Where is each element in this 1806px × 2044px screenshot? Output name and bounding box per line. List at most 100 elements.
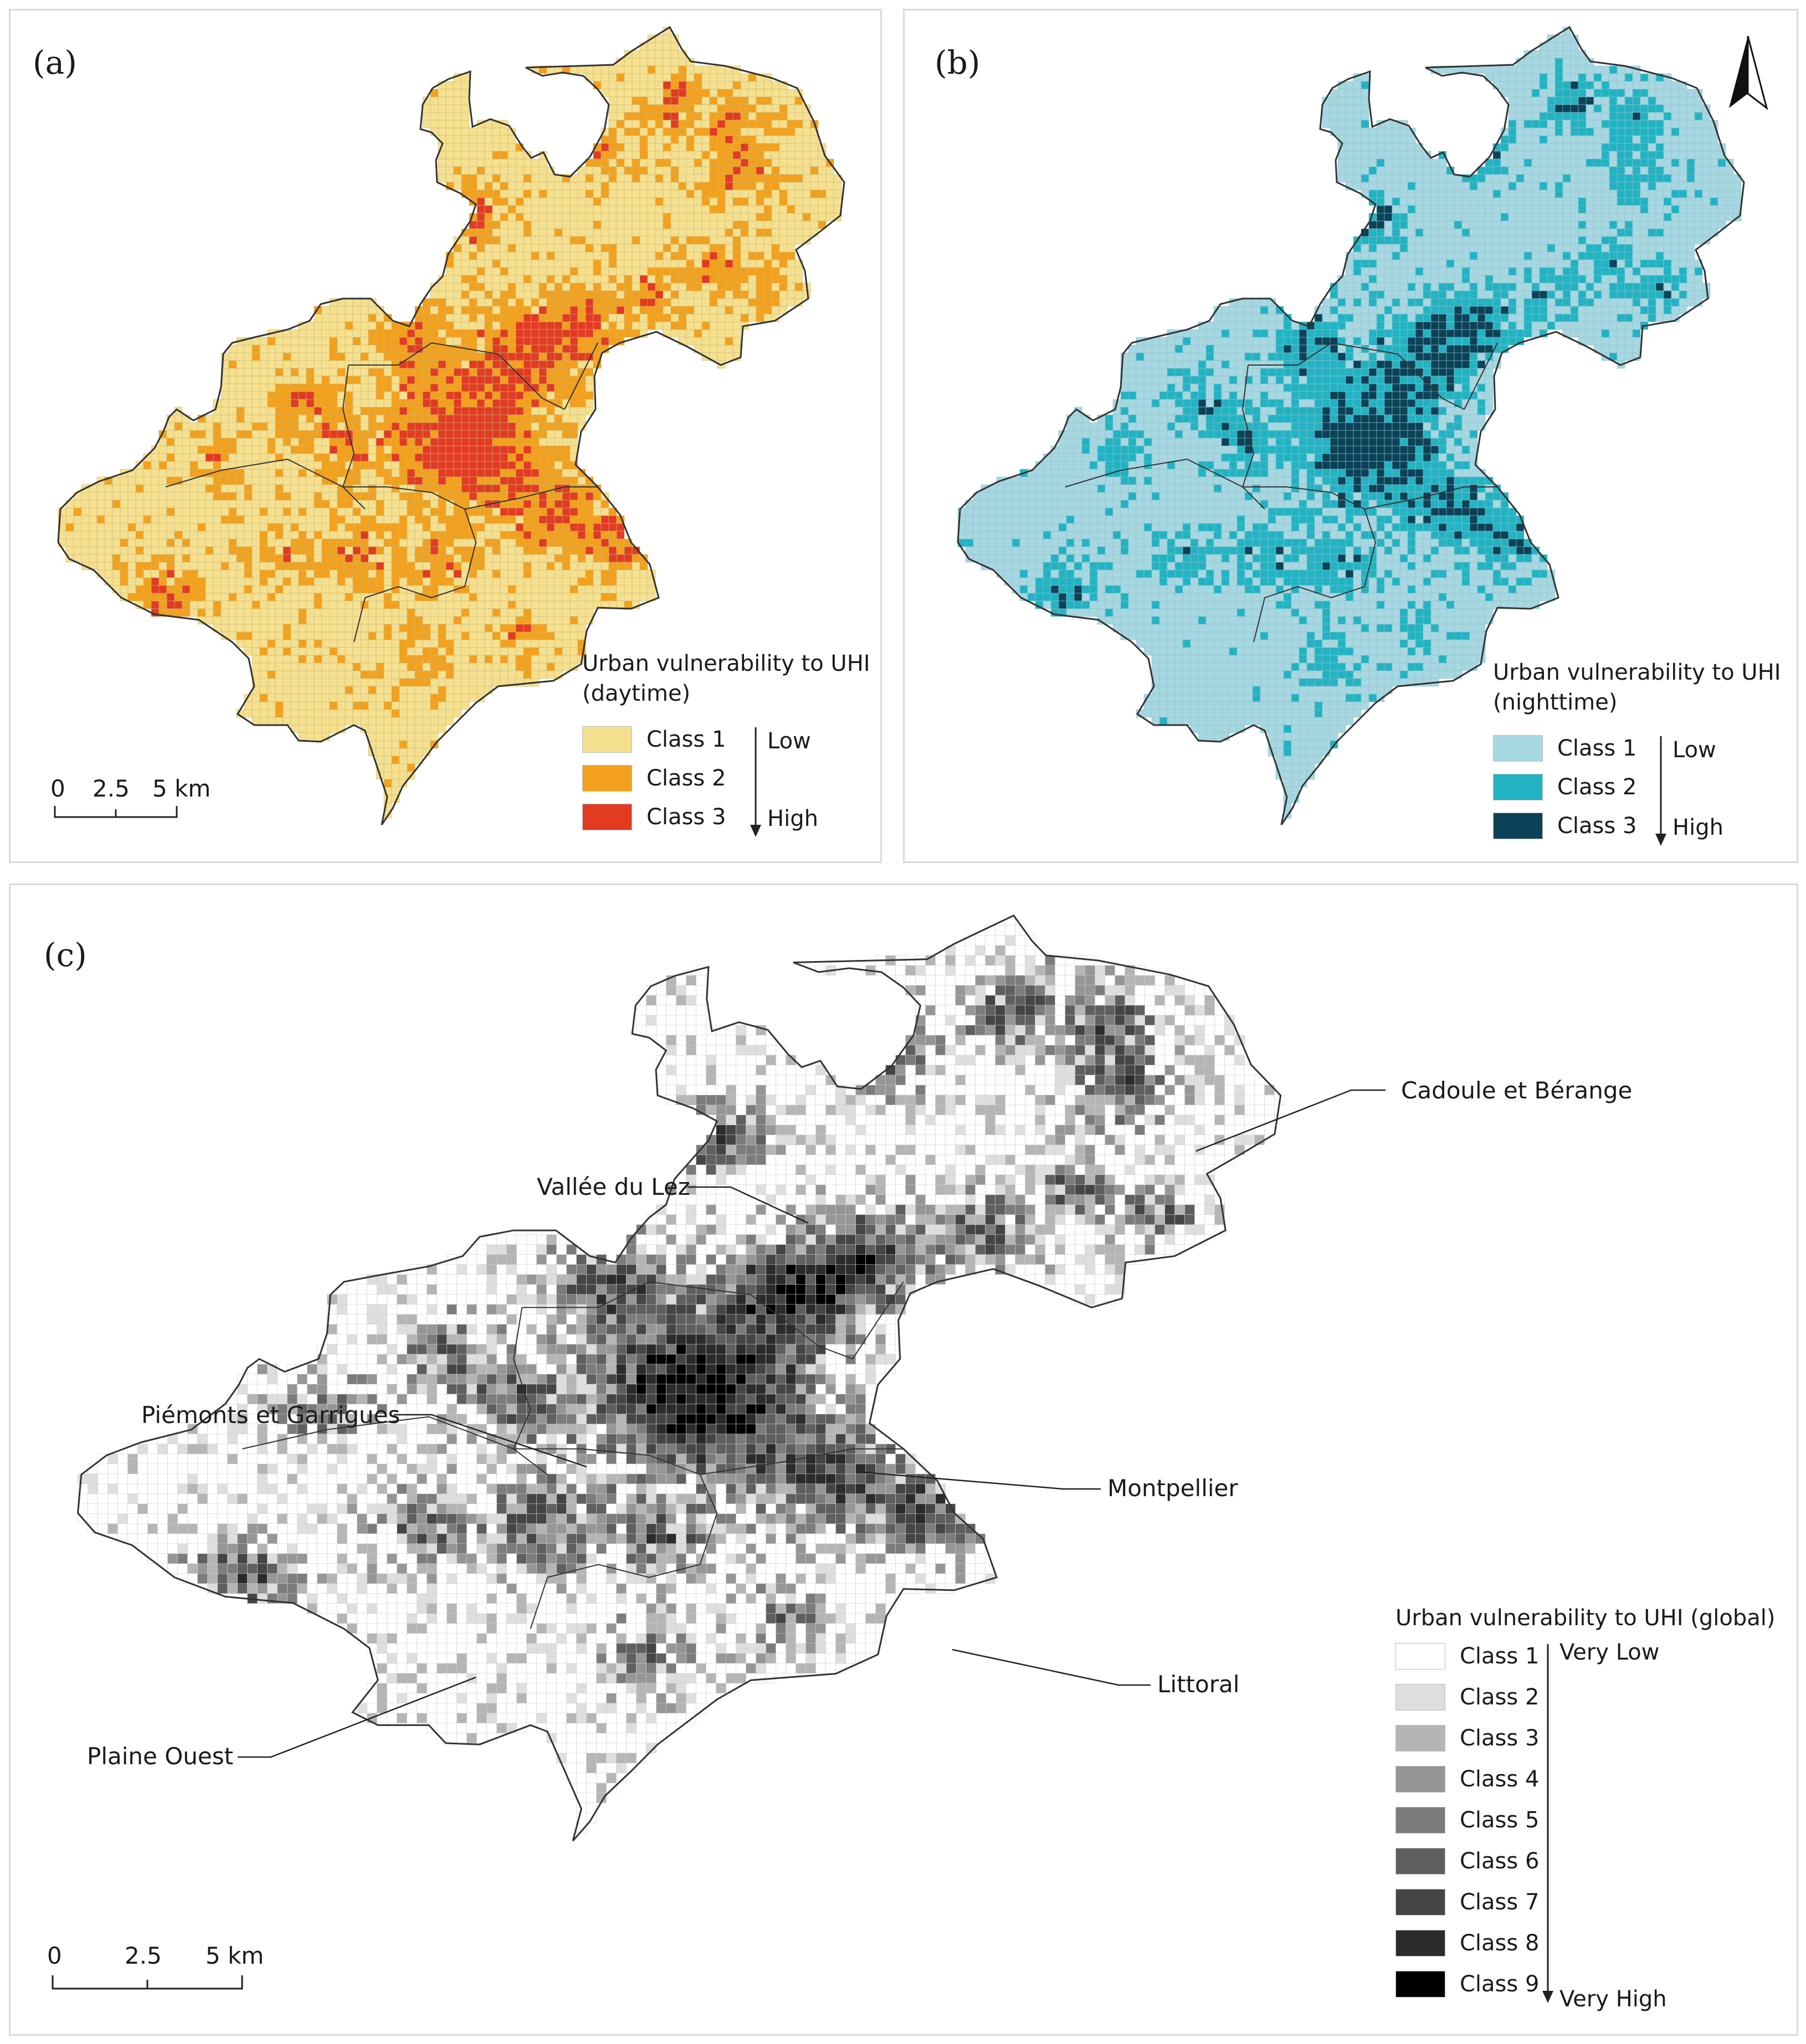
legend-label: Class 4 xyxy=(1460,1766,1540,1792)
legend-label: Class 3 xyxy=(1557,813,1637,839)
map-panel-global: (c) Cadoule et Bérange Vallée du Lez Pié… xyxy=(9,884,1798,2036)
leader-line xyxy=(863,1471,1101,1490)
district-boundary xyxy=(522,1281,853,1360)
legend-label: Class 9 xyxy=(1460,1971,1540,1997)
north-arrow-icon xyxy=(1729,35,1768,110)
metropole-boundary xyxy=(77,914,1282,1842)
district-boundary xyxy=(242,1416,700,1475)
legend-daytime: Urban vulnerability to UHI (daytime) xyxy=(582,649,870,708)
legend-item-class-8: Class 8 xyxy=(1395,1929,1539,1958)
legend-item-class-4: Class 4 xyxy=(1395,1765,1539,1794)
legend-swatch xyxy=(1395,1971,1445,1997)
legend-item-class-2: Class 2 xyxy=(1395,1683,1539,1712)
legend-item-class-1: Class 1 xyxy=(582,725,726,754)
nighttime-vulnerability-map xyxy=(957,25,1745,825)
scale-label-2-5: 2.5 xyxy=(125,1942,162,1969)
legend-item-class-9: Class 9 xyxy=(1395,1970,1539,1999)
legend-label: Class 2 xyxy=(1557,774,1637,800)
legend-swatch xyxy=(1395,1725,1445,1752)
grid-cells xyxy=(78,915,1285,1834)
district-boundary xyxy=(1248,342,1465,410)
leader-line xyxy=(394,1414,587,1468)
global-vulnerability-map xyxy=(77,914,1386,1842)
metropole-boundary xyxy=(957,25,1745,825)
scale-label-5km: 5 km xyxy=(152,775,211,802)
legend-swatch xyxy=(1395,1889,1445,1915)
district-boundary xyxy=(1464,342,1498,410)
region-label-littoral: Littoral xyxy=(1157,1671,1240,1698)
region-label-piemonts-et-garrigues: Piémonts et Garrigues xyxy=(141,1401,401,1429)
district-boundary xyxy=(564,342,598,410)
legend-item-class-1: Class 1 xyxy=(1493,734,1636,763)
legend-label: Class 1 xyxy=(1460,1644,1540,1669)
district-boundary xyxy=(1364,486,1497,510)
legend-swatch xyxy=(1493,735,1543,762)
legend-swatch xyxy=(582,726,632,753)
legend-global: Urban vulnerability to UHI (global) xyxy=(1395,1603,1794,1633)
region-label-plaine-ouest: Plaine Ouest xyxy=(87,1743,234,1770)
region-label-montpellier: Montpellier xyxy=(1107,1475,1238,1502)
legend-label: Class 6 xyxy=(1460,1848,1540,1874)
legend-label: Class 3 xyxy=(1460,1725,1540,1751)
legend-high-label: High xyxy=(1672,815,1723,840)
metropole-boundary xyxy=(57,25,845,825)
legend-label: Class 2 xyxy=(1460,1684,1540,1710)
grid-cells xyxy=(58,27,842,819)
legend-arrow-icon xyxy=(1655,736,1666,846)
legend-high-label: Very High xyxy=(1559,1986,1667,2012)
legend-label: Class 2 xyxy=(647,766,726,791)
region-label-cadoule-et-berange: Cadoule et Bérange xyxy=(1401,1077,1633,1104)
legend-swatch xyxy=(1395,1848,1445,1874)
scale-label-2-5: 2.5 xyxy=(93,775,130,802)
legend-high-label: High xyxy=(767,806,818,831)
legend-label: Class 1 xyxy=(647,727,726,752)
district-boundary xyxy=(342,364,366,510)
legend-item-class-3: Class 3 xyxy=(1493,812,1636,840)
district-boundary xyxy=(353,509,477,643)
legend-item-class-2: Class 2 xyxy=(582,764,726,793)
district-boundary xyxy=(852,1281,904,1359)
scale-bar-line xyxy=(52,1975,243,1990)
legend-item-class-2: Class 2 xyxy=(1493,773,1636,802)
legend-label: Class 1 xyxy=(1557,736,1637,761)
leader-line xyxy=(687,1186,809,1224)
district-boundary xyxy=(1241,364,1265,510)
legend-label: Class 5 xyxy=(1460,1807,1540,1833)
grid-cells xyxy=(957,27,1742,819)
legend-item-class-6: Class 6 xyxy=(1395,1847,1539,1876)
district-boundary xyxy=(512,1307,548,1475)
legend-swatch xyxy=(1395,1684,1445,1711)
legend-arrow-icon xyxy=(1542,1644,1553,2003)
legend-nighttime: Urban vulnerability to UHI (nighttime) xyxy=(1493,658,1792,717)
leader-line xyxy=(1196,1089,1386,1152)
legend-title: Urban vulnerability to UHI (daytime) xyxy=(582,651,870,706)
scale-label-0: 0 xyxy=(50,775,65,802)
legend-swatch xyxy=(582,765,632,792)
legend-swatch xyxy=(1493,774,1543,800)
scale-label-0: 0 xyxy=(47,1942,62,1969)
panel-label-c: (c) xyxy=(44,936,87,974)
legend-title: Urban vulnerability to UHI (nighttime) xyxy=(1493,660,1781,715)
district-boundary xyxy=(1065,458,1365,510)
legend-label: Class 3 xyxy=(647,804,726,830)
legend-item-class-1: Class 1 xyxy=(1395,1642,1539,1671)
district-boundary xyxy=(1253,509,1377,643)
legend-low-label: Low xyxy=(1672,737,1716,763)
legend-swatch xyxy=(1395,1930,1445,1956)
panel-label-b: (b) xyxy=(935,44,981,81)
legend-label: Class 8 xyxy=(1460,1930,1540,1956)
leader-line xyxy=(952,1648,1151,1686)
district-boundary xyxy=(348,342,565,410)
legend-swatch xyxy=(1395,1766,1445,1793)
legend-low-label: Low xyxy=(767,728,811,754)
legend-item-class-5: Class 5 xyxy=(1395,1806,1539,1835)
scale-bar: 0 2.5 5 km xyxy=(42,1942,264,2003)
legend-item-class-3: Class 3 xyxy=(1395,1724,1539,1753)
panel-label-a: (a) xyxy=(33,44,77,81)
legend-arrow-icon xyxy=(750,727,761,837)
leader-line xyxy=(238,1676,476,1758)
legend-low-label: Very Low xyxy=(1559,1640,1660,1665)
legend-title: Urban vulnerability to UHI (global) xyxy=(1395,1605,1776,1631)
district-boundary xyxy=(464,486,598,510)
legend-item-class-7: Class 7 xyxy=(1395,1888,1539,1917)
